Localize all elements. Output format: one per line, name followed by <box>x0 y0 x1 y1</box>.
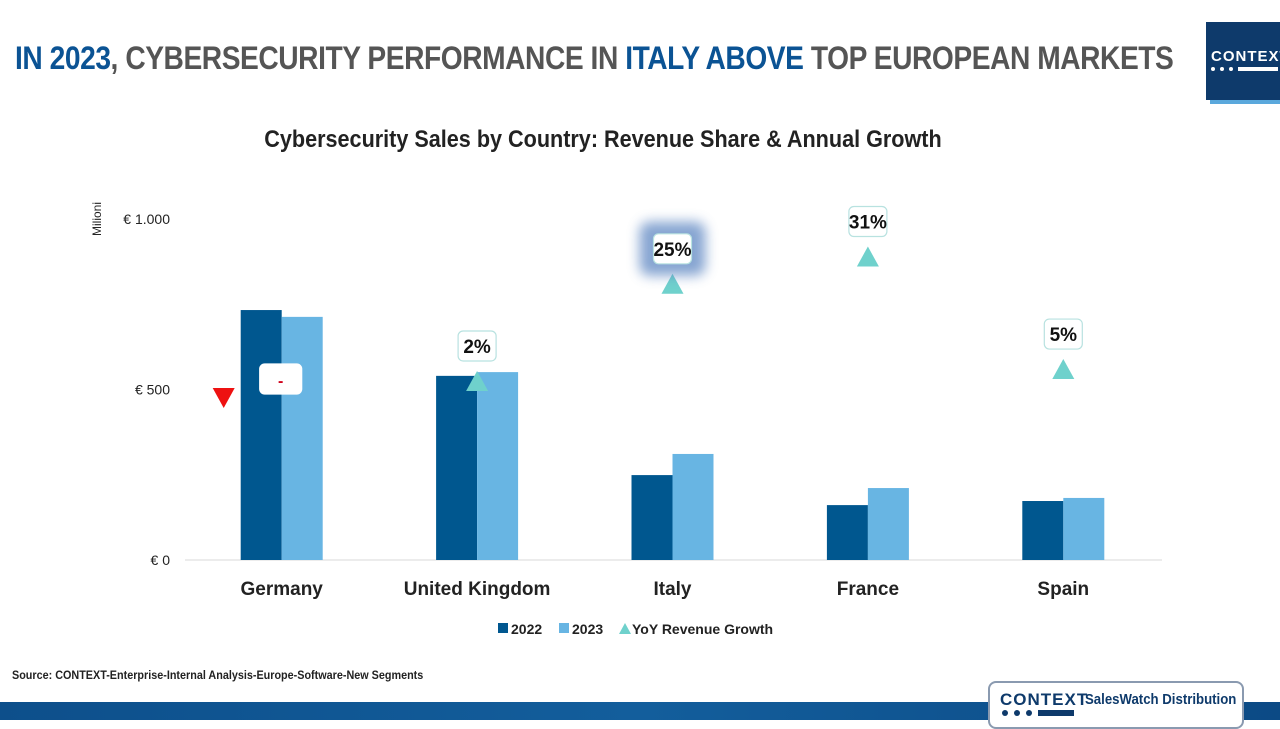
logo-text: CONTEXT <box>1211 48 1280 65</box>
headline-part: TOP EUROPEAN MARKETS <box>803 40 1174 76</box>
bar-2023-germany <box>281 316 323 560</box>
growth-label-box <box>848 205 888 238</box>
logo-dots-icon <box>1211 67 1278 71</box>
growth-up-marker <box>856 246 879 267</box>
legend-swatch-2023 <box>559 623 569 633</box>
bar-2022-united-kingdom <box>436 375 478 560</box>
growth-label-box <box>259 363 303 395</box>
growth-up-marker <box>661 273 684 294</box>
y-tick-label: € 0 <box>151 552 171 568</box>
growth-down-marker <box>212 388 235 409</box>
growth-label: 25% <box>653 240 691 261</box>
growth-up-marker <box>466 370 489 391</box>
bar-2023-france <box>867 488 909 560</box>
headline-part: IN 2023 <box>15 40 111 76</box>
legend-label: 2022 <box>511 621 542 637</box>
headline-part: , CYBERSECURITY PERFORMANCE IN <box>110 40 626 76</box>
context-logo: CONTEXT <box>1206 22 1280 100</box>
bar-2023-spain <box>1063 497 1105 560</box>
x-tick-label: United Kingdom <box>404 579 551 600</box>
chart-title: Cybersecurity Sales by Country: Revenue … <box>264 126 942 153</box>
legend-swatch-2022 <box>498 623 508 633</box>
growth-label: 31% <box>849 213 887 234</box>
logo-bottom-text: CONTEXT <box>1000 690 1089 709</box>
source-note: Source: CONTEXT-Enterprise-Internal Anal… <box>12 668 424 682</box>
growth-label: 2% <box>463 337 491 358</box>
y-axis-label: Milioni <box>90 202 104 236</box>
growth-up-marker <box>1052 359 1075 380</box>
legend-triangle-icon <box>619 623 631 634</box>
legend-label: YoY Revenue Growth <box>632 621 773 637</box>
y-tick-label: € 1.000 <box>123 211 170 227</box>
logo-product-text: SalesWatch Distribution <box>1085 691 1237 708</box>
growth-label: - <box>278 373 283 390</box>
growth-label-box <box>652 233 693 265</box>
growth-label: 5% <box>1050 325 1078 346</box>
bar-2023-italy <box>672 453 714 560</box>
bar-2023-united-kingdom <box>477 372 519 560</box>
x-tick-label: Italy <box>653 579 691 600</box>
x-tick-label: France <box>837 579 899 600</box>
growth-label-box <box>457 330 497 362</box>
saleswatch-logo: CONTEXT SalesWatch Distribution <box>988 681 1244 729</box>
x-tick-label: Germany <box>241 579 324 600</box>
bar-2022-italy <box>631 475 673 560</box>
logo-dots-icon <box>1002 710 1074 716</box>
headline-part: ITALY ABOVE <box>625 40 804 76</box>
page-headline: IN 2023, CYBERSECURITY PERFORMANCE IN IT… <box>15 40 1174 77</box>
bar-2022-spain <box>1022 501 1064 560</box>
growth-label-box <box>1043 318 1083 350</box>
y-tick-label: € 500 <box>135 382 170 398</box>
footer-bar <box>0 702 1280 720</box>
x-tick-label: Spain <box>1037 579 1089 600</box>
bar-2022-france <box>826 505 868 560</box>
bar-2022-germany <box>240 310 282 560</box>
legend-label: 2023 <box>572 621 603 637</box>
